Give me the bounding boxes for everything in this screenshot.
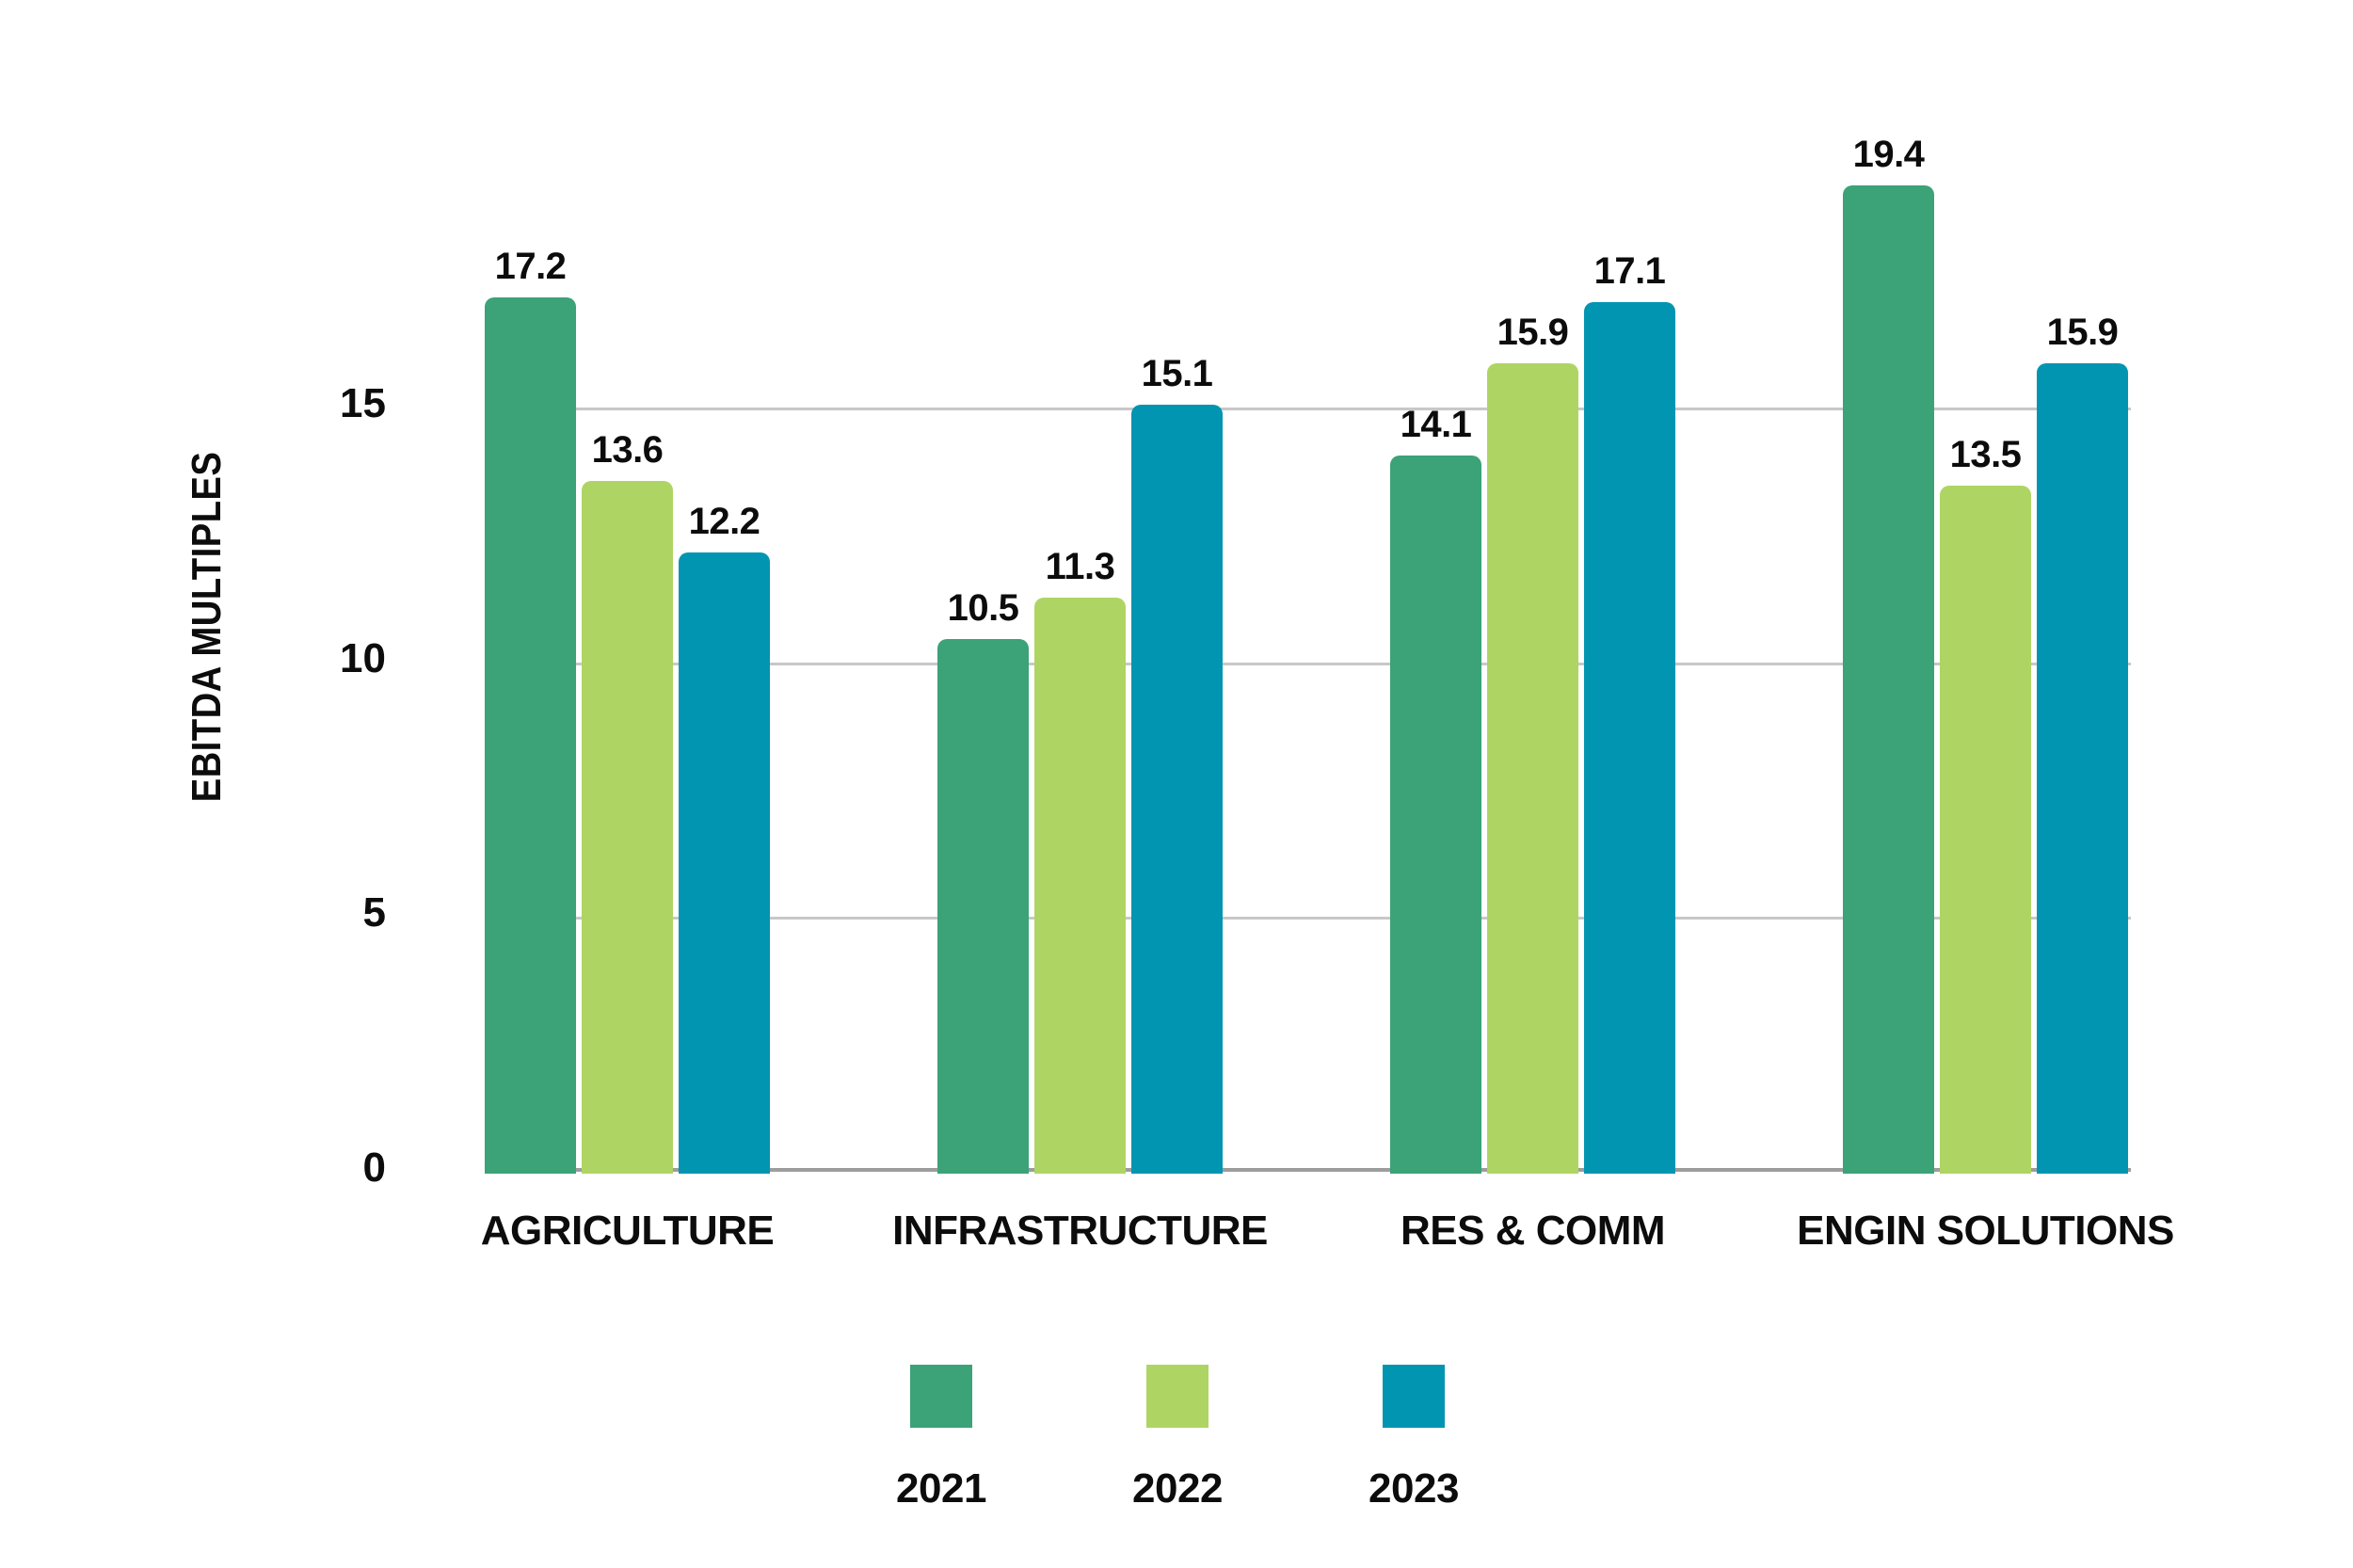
legend-item-2021: 2021 xyxy=(866,1365,1016,1512)
y-tick-5: 5 xyxy=(362,889,386,936)
legend-label-2023: 2023 xyxy=(1369,1465,1459,1512)
bar-2023-engin-solutions xyxy=(2037,363,2128,1174)
gridline-15 xyxy=(485,408,2131,411)
legend-item-2022: 2022 xyxy=(1102,1365,1253,1512)
bar-2021-infrastructure xyxy=(937,639,1029,1174)
bar-value-label: 13.5 xyxy=(1949,434,2022,475)
y-tick-10: 10 xyxy=(340,634,386,681)
bar-2021-agriculture xyxy=(485,297,576,1174)
category-label-agriculture: AGRICULTURE xyxy=(480,1208,775,1254)
bar-2022-infrastructure xyxy=(1034,598,1126,1174)
category-label-res-comm: RES & COMM xyxy=(1401,1208,1666,1254)
bar-2022-res-comm xyxy=(1487,363,1578,1174)
category-label-engin-solutions: ENGIN SOLUTIONS xyxy=(1797,1208,2174,1254)
bar-2022-agriculture xyxy=(582,481,673,1174)
bar-2023-res-comm xyxy=(1584,302,1675,1174)
bar-value-label: 15.1 xyxy=(1141,353,1213,394)
bar-2021-res-comm xyxy=(1390,456,1481,1174)
category-label-infrastructure: INFRASTRUCTURE xyxy=(892,1208,1268,1254)
legend-label-2021: 2021 xyxy=(896,1465,986,1512)
bar-2023-infrastructure xyxy=(1131,405,1223,1174)
bar-value-label: 19.4 xyxy=(1852,134,1925,175)
bar-value-label: 12.2 xyxy=(688,501,760,542)
legend-item-2023: 2023 xyxy=(1338,1365,1489,1512)
bar-2021-engin-solutions xyxy=(1843,185,1934,1174)
x-axis-line xyxy=(485,1168,2131,1172)
bar-2023-agriculture xyxy=(679,552,770,1174)
bar-value-label: 10.5 xyxy=(947,587,1019,629)
bar-value-label: 15.9 xyxy=(2046,312,2119,353)
legend-swatch-2023 xyxy=(1383,1365,1445,1428)
y-tick-15: 15 xyxy=(340,380,386,427)
bar-value-label: 13.6 xyxy=(591,429,664,471)
gridline-10 xyxy=(485,662,2131,665)
bar-value-label: 11.3 xyxy=(1045,546,1115,587)
bar-value-label: 14.1 xyxy=(1400,404,1472,445)
y-tick-0: 0 xyxy=(362,1144,386,1191)
legend-swatch-2021 xyxy=(910,1365,972,1428)
y-axis-title: EBITDA MULTIPLES xyxy=(184,451,230,803)
bar-value-label: 17.1 xyxy=(1593,250,1666,292)
bar-value-label: 17.2 xyxy=(494,246,567,287)
gridline-5 xyxy=(485,917,2131,920)
bar-value-label: 15.9 xyxy=(1497,312,1569,353)
plot-area: 17.2 13.6 12.2 10.5 11.3 15.1 14.1 15.9 17.1 19.4… xyxy=(485,75,2131,1174)
legend-label-2022: 2022 xyxy=(1132,1465,1223,1512)
bar-2022-engin-solutions xyxy=(1940,486,2031,1174)
legend-swatch-2022 xyxy=(1146,1365,1209,1428)
